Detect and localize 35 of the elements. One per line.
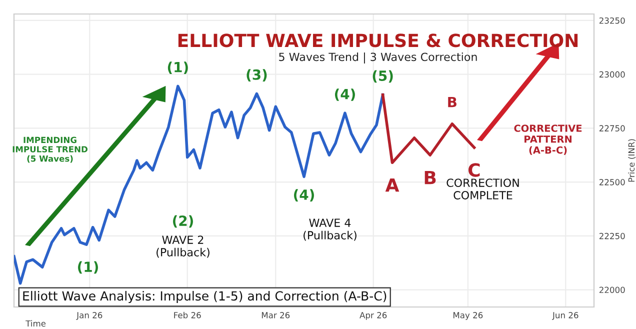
x-tick-label: Jan 26 xyxy=(76,312,102,320)
x-tick-label: Jun 26 xyxy=(552,312,578,320)
line-series xyxy=(14,84,384,285)
text: ELLIOTT WAVE IMPULSE & CORRECTION xyxy=(178,34,578,48)
y-tick-label: 22750 xyxy=(599,125,625,132)
x-tick-label: May 26 xyxy=(453,312,483,320)
annotation: WAVE 2 (Pullback) xyxy=(156,236,210,258)
annotation: (3) xyxy=(246,69,267,82)
annotation: (2) xyxy=(173,215,193,228)
annotation: Elliott Wave Analysis: Impulse (1-5) and Correction (A-B-C) xyxy=(23,290,386,304)
annotation: B xyxy=(424,170,436,184)
annotation: A xyxy=(385,178,400,192)
line-series xyxy=(381,93,476,164)
x-tick-label: Apr 26 xyxy=(360,312,387,320)
y-tick-label: 22000 xyxy=(599,286,625,294)
y-tick-label: 23250 xyxy=(599,17,625,24)
y-tick-label: 23000 xyxy=(599,71,625,78)
annotation: B xyxy=(448,96,456,108)
annotation: IMPENDING IMPULSE TREND (5 Waves) xyxy=(12,136,88,163)
annotation: (4) xyxy=(294,189,314,202)
x-tick-label: Mar 26 xyxy=(262,312,290,318)
annotation: CORRECTIVE PATTERN (A-B-C) xyxy=(514,124,582,155)
y-tick-label: 22250 xyxy=(599,232,625,240)
annotation: (1) xyxy=(168,62,188,74)
annotation: C xyxy=(468,163,480,177)
annotation: CORRECTION COMPLETE xyxy=(446,178,519,200)
annotation: (1) xyxy=(78,261,98,274)
annotation: (5) xyxy=(372,70,393,83)
x-tick-label: Feb 26 xyxy=(174,312,201,318)
text: 5 Waves Trend | 3 Waves Correction xyxy=(279,52,477,64)
y-axis-title: Price (INR) xyxy=(628,139,636,182)
x-axis-title: Time xyxy=(26,320,46,327)
y-tick-label: 22500 xyxy=(599,179,625,186)
annotation: WAVE 4 (Pullback) xyxy=(304,218,356,241)
annotation: (4) xyxy=(334,88,355,101)
